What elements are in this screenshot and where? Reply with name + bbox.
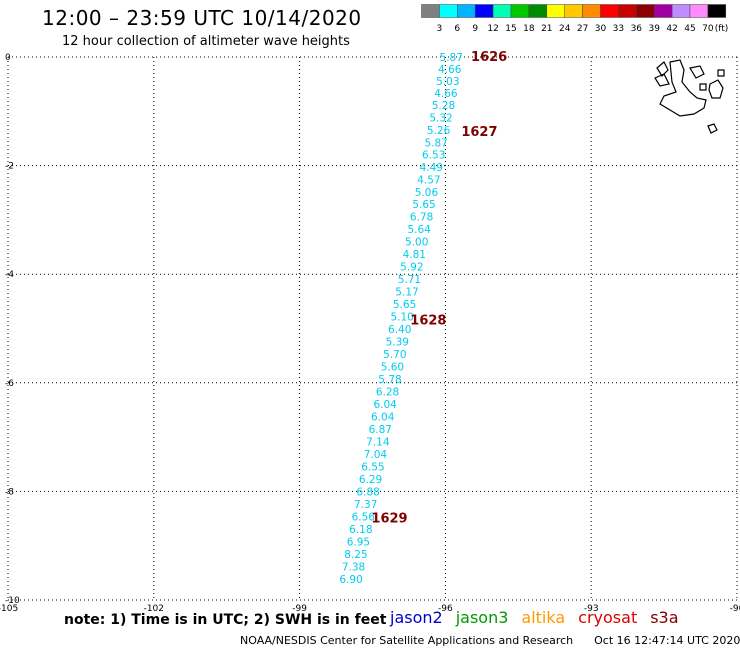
- longitude-tick-label: -96: [438, 604, 453, 614]
- wave-height-value: 5.03: [436, 76, 459, 88]
- wave-height-value: 7.04: [364, 449, 388, 461]
- wave-height-value: 5.32: [429, 112, 452, 124]
- wave-height-value: 5.70: [383, 349, 406, 361]
- track-time-labels: 1626 1627 1628 1629: [371, 50, 507, 527]
- legend-label: 24: [559, 24, 571, 34]
- legend-label: 21: [541, 24, 552, 34]
- wave-height-value: 4.66: [438, 64, 462, 76]
- wave-height-value: 5.28: [432, 100, 455, 112]
- wave-height-value: 5.92: [400, 262, 423, 274]
- time-label: 1629: [371, 512, 407, 527]
- wave-height-value: 6.56: [352, 511, 376, 523]
- legend-unit: (ft): [715, 24, 729, 34]
- longitude-tick-label: -99: [292, 604, 307, 614]
- latitude-tick-label: -2: [5, 162, 14, 172]
- altimeter-track: 5.874.665.034.665.285.325.265.876.534.49…: [339, 52, 463, 586]
- wave-height-value: 6.28: [376, 386, 399, 398]
- wave-height-value: 5.06: [415, 187, 439, 199]
- satellite-s3a: s3a: [650, 608, 679, 627]
- units-note: note: 1) Time is in UTC; 2) SWH is in fe…: [64, 612, 387, 628]
- footer-credit: NOAA/NESDIS Center for Satellite Applica…: [240, 634, 740, 647]
- legend-label: 6: [454, 24, 460, 34]
- legend-label: 18: [523, 24, 535, 34]
- wave-height-value: 7.38: [342, 561, 365, 573]
- wave-height-value: 6.18: [349, 524, 372, 536]
- longitude-tick-label: -93: [584, 604, 599, 614]
- wave-height-value: 6.40: [388, 324, 411, 336]
- legend-label: 70: [702, 24, 714, 34]
- wave-height-value: 6.90: [339, 574, 362, 586]
- wave-height-value: 5.78: [378, 374, 401, 386]
- wave-height-value: 5.26: [427, 125, 451, 137]
- wave-height-value: 5.87: [424, 137, 447, 149]
- chart-subtitle: 12 hour collection of altimeter wave hei…: [62, 34, 350, 49]
- legend-label: 30: [595, 24, 607, 34]
- map-axis-labels: -105 -102 -99 -96 -93 -90 0 -2 -4 -6 -8 -10: [0, 53, 740, 614]
- legend-label: 9: [472, 24, 478, 34]
- wave-height-value: 5.64: [407, 224, 431, 236]
- wave-height-value: 6.04: [371, 411, 395, 423]
- wave-height-value: 4.49: [420, 162, 443, 174]
- wave-height-value: 6.53: [422, 150, 445, 162]
- wave-height-value: 5.87: [440, 52, 463, 64]
- wave-height-value: 5.10: [390, 312, 413, 324]
- longitude-tick-label: -90: [730, 604, 740, 614]
- legend-label: 39: [648, 24, 660, 34]
- latitude-tick-label: -6: [5, 379, 14, 389]
- wave-height-value: 5.71: [398, 274, 421, 286]
- wave-height-value: 5.65: [393, 299, 416, 311]
- legend-label: 3: [437, 24, 443, 34]
- time-label: 1626: [471, 50, 507, 65]
- satellite-cryosat: cryosat: [578, 608, 638, 627]
- legend-label: 15: [505, 24, 516, 34]
- galapagos-islands: [654, 59, 725, 134]
- longitude-tick-label: -105: [0, 604, 18, 614]
- wave-height-value: 5.60: [381, 362, 404, 374]
- wave-height-value: 8.25: [344, 549, 367, 561]
- wave-height-value: 6.78: [410, 212, 433, 224]
- satellite-jason3: jason3: [455, 608, 509, 627]
- time-label: 1627: [461, 125, 497, 140]
- wave-height-value: 6.29: [359, 474, 382, 486]
- wave-height-value: 4.66: [434, 88, 458, 100]
- wave-height-value: 5.39: [386, 337, 409, 349]
- wave-height-value: 5.17: [395, 287, 418, 299]
- latitude-tick-label: -8: [5, 487, 14, 497]
- legend-label: 45: [684, 24, 695, 34]
- legend-swatch: [707, 4, 727, 18]
- wave-height-value: 6.55: [361, 461, 384, 473]
- wave-height-value: 6.88: [356, 486, 379, 498]
- wave-height-color-legend: 3 6 9 12 15 18 21 24 27 30 33 36 39 42 45 70 (ft): [421, 4, 729, 34]
- map-grid: [7, 56, 738, 601]
- legend-label: 27: [577, 24, 588, 34]
- wave-height-value: 6.95: [347, 536, 370, 548]
- legend-label: 33: [613, 24, 624, 34]
- latitude-tick-label: 0: [5, 53, 11, 63]
- wave-height-value: 5.65: [412, 199, 435, 211]
- timestamp-text: Oct 16 12:47:14 UTC 2020: [594, 634, 740, 647]
- satellite-altika: altika: [521, 608, 566, 627]
- wave-height-value: 5.00: [405, 237, 428, 249]
- latitude-tick-label: -10: [5, 596, 20, 606]
- chart-title: 12:00 – 23:59 UTC 10/14/2020: [42, 6, 362, 30]
- wave-height-value: 7.37: [354, 499, 377, 511]
- wave-height-value: 6.04: [373, 399, 397, 411]
- wave-height-value: 4.81: [403, 249, 426, 261]
- longitude-tick-label: -102: [144, 604, 164, 614]
- wave-height-value: 6.87: [369, 424, 392, 436]
- credit-text: NOAA/NESDIS Center for Satellite Applica…: [240, 634, 574, 647]
- wave-height-value: 7.14: [366, 436, 390, 448]
- legend-label: 42: [666, 24, 677, 34]
- latitude-tick-label: -4: [5, 270, 14, 280]
- wave-height-value: 4.57: [417, 175, 440, 187]
- satellite-legend: jason2 jason3 altika cryosat s3a: [390, 608, 692, 627]
- satellite-jason2: jason2: [390, 608, 443, 627]
- time-label: 1628: [410, 313, 446, 328]
- legend-label: 36: [631, 24, 643, 34]
- legend-label: 12: [487, 24, 498, 34]
